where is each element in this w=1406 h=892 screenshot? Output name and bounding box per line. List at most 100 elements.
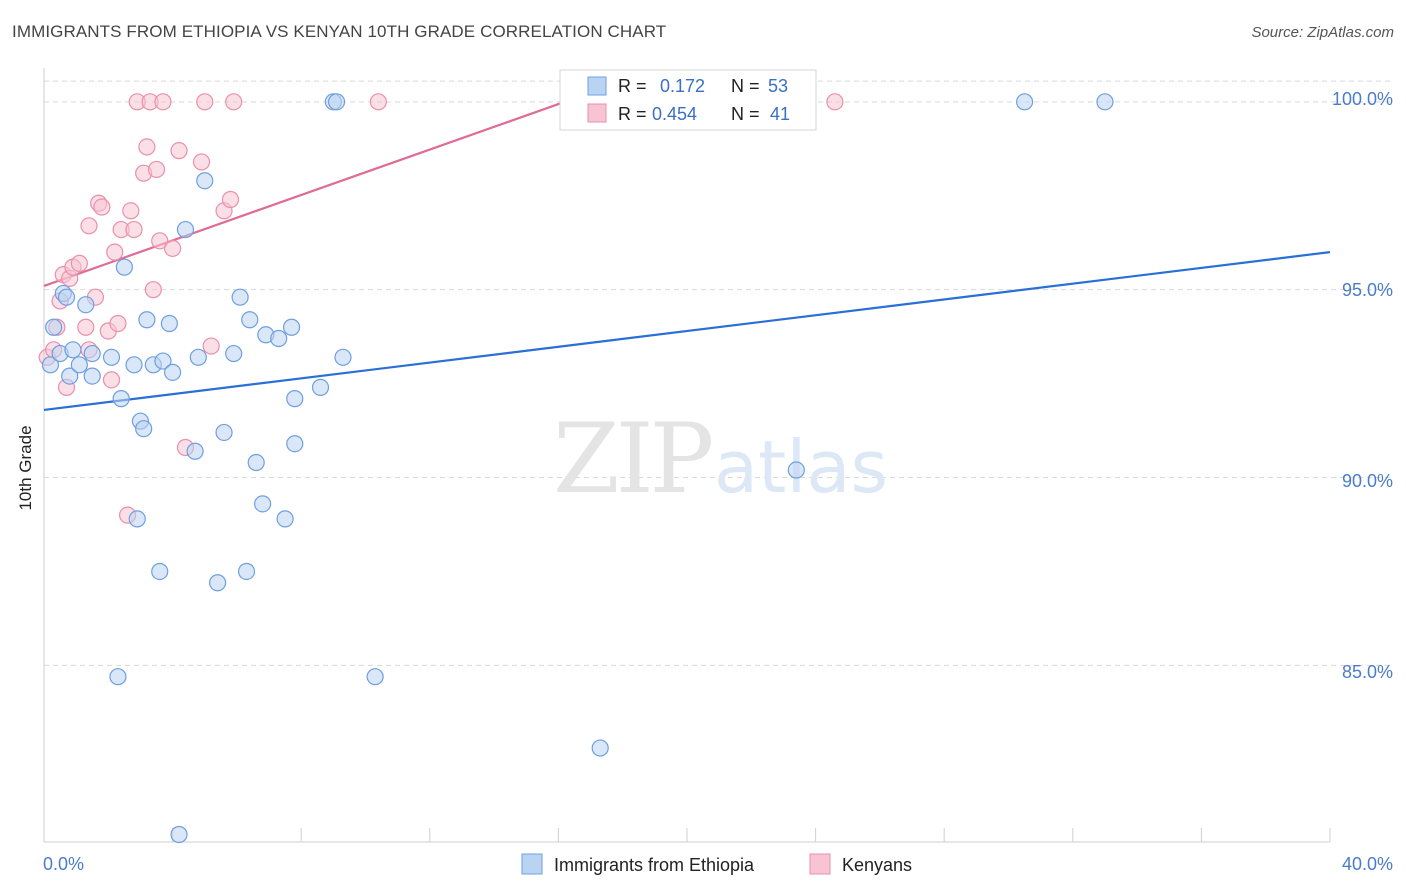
legend-n-value-kenyans: 41 xyxy=(770,104,790,124)
point-ethiopia xyxy=(102,348,121,366)
point-ethiopia xyxy=(115,258,133,276)
point-ethiopia xyxy=(591,739,609,757)
point-kenyans xyxy=(93,198,111,216)
legend-box: R = 0.172 N = 53 R = 0.454 N = 41 xyxy=(559,69,817,131)
point-kenyans xyxy=(144,281,162,299)
point-ethiopia xyxy=(1015,93,1034,111)
point-kenyans xyxy=(369,93,387,111)
bottom-legend-swatch-kenyans xyxy=(809,853,831,875)
bottom-legend-swatch-ethiopia xyxy=(521,853,543,875)
point-ethiopia xyxy=(138,311,156,329)
trend-line-ethiopia xyxy=(43,251,1331,412)
axes xyxy=(43,68,1331,843)
legend-swatch-kenyans xyxy=(587,103,607,123)
point-ethiopia xyxy=(170,825,188,844)
point-ethiopia xyxy=(270,329,288,348)
point-ethiopia xyxy=(128,510,146,528)
watermark: ZIP atlas xyxy=(553,403,888,515)
point-kenyans xyxy=(109,314,127,333)
point-ethiopia xyxy=(237,562,256,581)
point-kenyans xyxy=(826,93,844,111)
point-kenyans xyxy=(102,371,121,389)
point-ethiopia xyxy=(186,442,204,460)
legend-r-label-kenyans: R = xyxy=(618,104,647,124)
point-ethiopia xyxy=(151,562,169,581)
point-ethiopia xyxy=(125,356,143,374)
point-kenyans xyxy=(106,243,124,261)
point-ethiopia xyxy=(160,314,178,333)
point-ethiopia xyxy=(41,356,60,374)
point-ethiopia xyxy=(176,220,195,239)
watermark-zip: ZIP xyxy=(553,403,712,515)
point-ethiopia xyxy=(286,435,304,453)
point-ethiopia xyxy=(70,356,88,374)
y-tick-label-95: 95.0% xyxy=(1342,280,1393,300)
y-tick-label-90: 90.0% xyxy=(1342,471,1393,491)
point-ethiopia xyxy=(196,172,214,190)
point-ethiopia xyxy=(45,318,63,336)
point-ethiopia xyxy=(83,344,101,363)
point-ethiopia xyxy=(61,367,79,385)
point-ethiopia xyxy=(225,344,243,363)
x-tick-label-max: 40.0% xyxy=(1342,854,1393,874)
legend-r-label-ethiopia: R = xyxy=(618,76,647,96)
point-ethiopia xyxy=(334,348,352,366)
legend-n-label-kenyans: N = xyxy=(731,104,760,124)
point-kenyans xyxy=(77,318,95,336)
point-kenyans xyxy=(154,93,172,111)
legend-r-value-ethiopia: 0.172 xyxy=(660,76,705,96)
point-ethiopia xyxy=(189,348,207,366)
series-ethiopia-points xyxy=(41,93,1114,844)
trend-lines xyxy=(43,100,1331,412)
point-ethiopia xyxy=(1096,93,1114,111)
point-kenyans xyxy=(192,153,211,171)
point-kenyans xyxy=(221,190,240,209)
bottom-legend-label-ethiopia: Immigrants from Ethiopia xyxy=(554,855,755,875)
point-kenyans xyxy=(125,220,143,239)
point-ethiopia xyxy=(83,367,101,385)
point-kenyans xyxy=(196,93,214,111)
point-ethiopia xyxy=(286,390,304,408)
point-ethiopia xyxy=(64,341,82,359)
chart-title: IMMIGRANTS FROM ETHIOPIA VS KENYAN 10TH … xyxy=(12,22,667,41)
point-ethiopia xyxy=(327,93,346,111)
legend-n-label-ethiopia: N = xyxy=(731,76,760,96)
series-kenyans-points xyxy=(38,93,844,524)
point-ethiopia xyxy=(366,668,384,686)
point-ethiopia xyxy=(241,311,259,329)
point-kenyans xyxy=(151,232,169,250)
point-ethiopia xyxy=(77,296,95,314)
point-ethiopia xyxy=(57,288,76,306)
point-kenyans xyxy=(70,254,88,272)
point-ethiopia xyxy=(112,390,130,408)
point-ethiopia xyxy=(135,420,153,438)
point-ethiopia xyxy=(254,495,272,513)
point-kenyans xyxy=(122,202,140,220)
legend-swatch-ethiopia xyxy=(587,76,607,96)
point-ethiopia xyxy=(109,668,127,686)
point-ethiopia xyxy=(247,453,265,472)
y-tick-label-100: 100.0% xyxy=(1332,89,1393,109)
point-kenyans xyxy=(138,138,156,156)
source-label: Source: ZipAtlas.com xyxy=(1251,24,1394,41)
trend-line-kenyans xyxy=(43,100,566,287)
point-ethiopia xyxy=(154,352,172,370)
point-kenyans xyxy=(164,239,182,257)
point-ethiopia xyxy=(215,423,233,442)
point-kenyans xyxy=(202,337,220,355)
point-ethiopia xyxy=(282,318,301,336)
point-kenyans xyxy=(225,93,243,111)
point-ethiopia xyxy=(276,510,294,528)
y-tick-label-85: 85.0% xyxy=(1342,662,1393,682)
bottom-legend: Immigrants from Ethiopia Kenyans xyxy=(521,853,912,875)
point-kenyans xyxy=(170,142,188,160)
legend-r-value-kenyans: 0.454 xyxy=(652,104,697,124)
point-kenyans xyxy=(80,217,98,235)
point-ethiopia xyxy=(209,574,227,592)
point-ethiopia xyxy=(311,378,330,396)
point-ethiopia xyxy=(164,363,182,381)
bottom-legend-label-kenyans: Kenyans xyxy=(842,855,912,875)
point-kenyans xyxy=(147,160,166,179)
legend-n-value-ethiopia: 53 xyxy=(768,76,788,96)
